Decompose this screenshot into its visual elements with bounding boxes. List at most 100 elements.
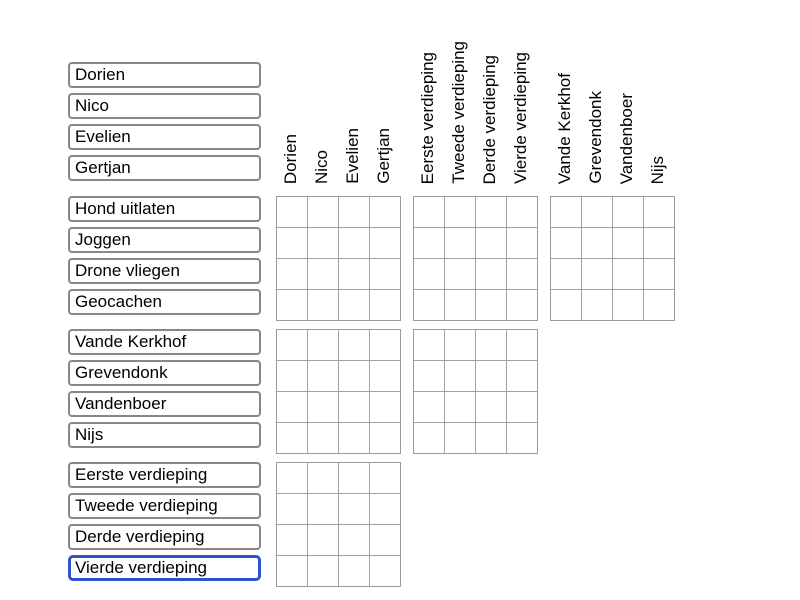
grid-cell-activities-surnames-r3c0[interactable] [551,290,581,320]
grid-cell-activities-surnames-r2c0[interactable] [551,259,581,289]
grid-cell-activities-surnames-r0c0[interactable] [551,197,581,227]
grid-cell-activities-floors-r1c2[interactable] [476,228,506,258]
grid-cell-surnames-names-r2c0[interactable] [277,392,307,422]
grid-cell-surnames-names-r0c1[interactable] [308,330,338,360]
row-label-activities-2[interactable]: Drone vliegen [68,258,261,284]
grid-cell-floors-names-r0c2[interactable] [339,463,369,493]
grid-cell-surnames-floors-r0c2[interactable] [476,330,506,360]
grid-cell-activities-surnames-r1c0[interactable] [551,228,581,258]
grid-cell-activities-surnames-r2c2[interactable] [613,259,643,289]
grid-cell-activities-surnames-r3c3[interactable] [644,290,674,320]
grid-cell-surnames-names-r3c0[interactable] [277,423,307,453]
row-label-surnames-2[interactable]: Vandenboer [68,391,261,417]
grid-cell-activities-names-r1c2[interactable] [339,228,369,258]
row-label-surnames-1[interactable]: Grevendonk [68,360,261,386]
row-label-names-0[interactable]: Dorien [68,62,261,88]
grid-cell-surnames-names-r3c1[interactable] [308,423,338,453]
grid-cell-activities-floors-r2c0[interactable] [414,259,444,289]
row-label-surnames-3[interactable]: Nijs [68,422,261,448]
row-label-floors-3[interactable]: Vierde verdieping [68,555,261,581]
grid-cell-surnames-floors-r3c3[interactable] [507,423,537,453]
grid-cell-surnames-floors-r0c1[interactable] [445,330,475,360]
row-label-floors-1[interactable]: Tweede verdieping [68,493,261,519]
grid-cell-surnames-names-r3c2[interactable] [339,423,369,453]
row-label-floors-2[interactable]: Derde verdieping [68,524,261,550]
grid-cell-floors-names-r2c3[interactable] [370,525,400,555]
grid-cell-floors-names-r3c1[interactable] [308,556,338,586]
grid-cell-activities-surnames-r0c3[interactable] [644,197,674,227]
grid-cell-surnames-names-r2c1[interactable] [308,392,338,422]
grid-cell-activities-floors-r0c3[interactable] [507,197,537,227]
grid-cell-activities-surnames-r2c1[interactable] [582,259,612,289]
grid-cell-activities-names-r3c1[interactable] [308,290,338,320]
grid-cell-surnames-names-r1c0[interactable] [277,361,307,391]
grid-cell-floors-names-r1c1[interactable] [308,494,338,524]
grid-cell-activities-floors-r0c1[interactable] [445,197,475,227]
grid-cell-surnames-names-r2c3[interactable] [370,392,400,422]
grid-cell-floors-names-r2c2[interactable] [339,525,369,555]
row-label-activities-0[interactable]: Hond uitlaten [68,196,261,222]
grid-cell-activities-surnames-r0c1[interactable] [582,197,612,227]
row-label-activities-3[interactable]: Geocachen [68,289,261,315]
grid-cell-surnames-floors-r3c1[interactable] [445,423,475,453]
grid-cell-activities-floors-r1c1[interactable] [445,228,475,258]
grid-cell-floors-names-r1c3[interactable] [370,494,400,524]
grid-cell-floors-names-r0c1[interactable] [308,463,338,493]
grid-cell-activities-names-r0c2[interactable] [339,197,369,227]
grid-cell-activities-surnames-r0c2[interactable] [613,197,643,227]
grid-cell-activities-floors-r0c2[interactable] [476,197,506,227]
grid-cell-activities-names-r3c0[interactable] [277,290,307,320]
grid-cell-activities-surnames-r3c1[interactable] [582,290,612,320]
grid-cell-surnames-floors-r1c0[interactable] [414,361,444,391]
grid-cell-floors-names-r3c0[interactable] [277,556,307,586]
grid-cell-floors-names-r1c2[interactable] [339,494,369,524]
row-label-floors-0[interactable]: Eerste verdieping [68,462,261,488]
grid-cell-surnames-names-r0c0[interactable] [277,330,307,360]
grid-cell-surnames-names-r3c3[interactable] [370,423,400,453]
grid-cell-floors-names-r2c0[interactable] [277,525,307,555]
row-label-activities-1[interactable]: Joggen [68,227,261,253]
grid-cell-floors-names-r0c3[interactable] [370,463,400,493]
grid-cell-activities-floors-r3c1[interactable] [445,290,475,320]
grid-cell-surnames-floors-r3c0[interactable] [414,423,444,453]
grid-cell-surnames-floors-r0c0[interactable] [414,330,444,360]
grid-cell-surnames-names-r0c3[interactable] [370,330,400,360]
grid-cell-activities-names-r1c0[interactable] [277,228,307,258]
row-label-names-3[interactable]: Gertjan [68,155,261,181]
grid-cell-activities-names-r2c1[interactable] [308,259,338,289]
grid-cell-activities-names-r1c3[interactable] [370,228,400,258]
grid-cell-activities-names-r3c3[interactable] [370,290,400,320]
grid-cell-surnames-floors-r2c1[interactable] [445,392,475,422]
grid-cell-surnames-names-r1c2[interactable] [339,361,369,391]
grid-cell-activities-surnames-r1c2[interactable] [613,228,643,258]
grid-cell-activities-surnames-r3c2[interactable] [613,290,643,320]
grid-cell-activities-floors-r2c3[interactable] [507,259,537,289]
grid-cell-activities-names-r0c3[interactable] [370,197,400,227]
grid-cell-activities-floors-r3c0[interactable] [414,290,444,320]
grid-cell-activities-floors-r1c0[interactable] [414,228,444,258]
grid-cell-activities-names-r1c1[interactable] [308,228,338,258]
grid-cell-floors-names-r3c3[interactable] [370,556,400,586]
grid-cell-activities-surnames-r1c1[interactable] [582,228,612,258]
grid-cell-surnames-floors-r1c3[interactable] [507,361,537,391]
grid-cell-activities-surnames-r2c3[interactable] [644,259,674,289]
grid-cell-activities-floors-r1c3[interactable] [507,228,537,258]
row-label-names-2[interactable]: Evelien [68,124,261,150]
grid-cell-activities-names-r0c1[interactable] [308,197,338,227]
grid-cell-floors-names-r2c1[interactable] [308,525,338,555]
grid-cell-activities-names-r2c0[interactable] [277,259,307,289]
grid-cell-floors-names-r0c0[interactable] [277,463,307,493]
grid-cell-surnames-floors-r2c3[interactable] [507,392,537,422]
grid-cell-surnames-floors-r3c2[interactable] [476,423,506,453]
grid-cell-activities-names-r3c2[interactable] [339,290,369,320]
grid-cell-activities-floors-r3c3[interactable] [507,290,537,320]
grid-cell-surnames-names-r1c1[interactable] [308,361,338,391]
grid-cell-surnames-names-r1c3[interactable] [370,361,400,391]
grid-cell-activities-floors-r2c2[interactable] [476,259,506,289]
grid-cell-activities-floors-r0c0[interactable] [414,197,444,227]
grid-cell-floors-names-r3c2[interactable] [339,556,369,586]
grid-cell-surnames-floors-r2c0[interactable] [414,392,444,422]
grid-cell-activities-floors-r3c2[interactable] [476,290,506,320]
grid-cell-activities-floors-r2c1[interactable] [445,259,475,289]
grid-cell-floors-names-r1c0[interactable] [277,494,307,524]
